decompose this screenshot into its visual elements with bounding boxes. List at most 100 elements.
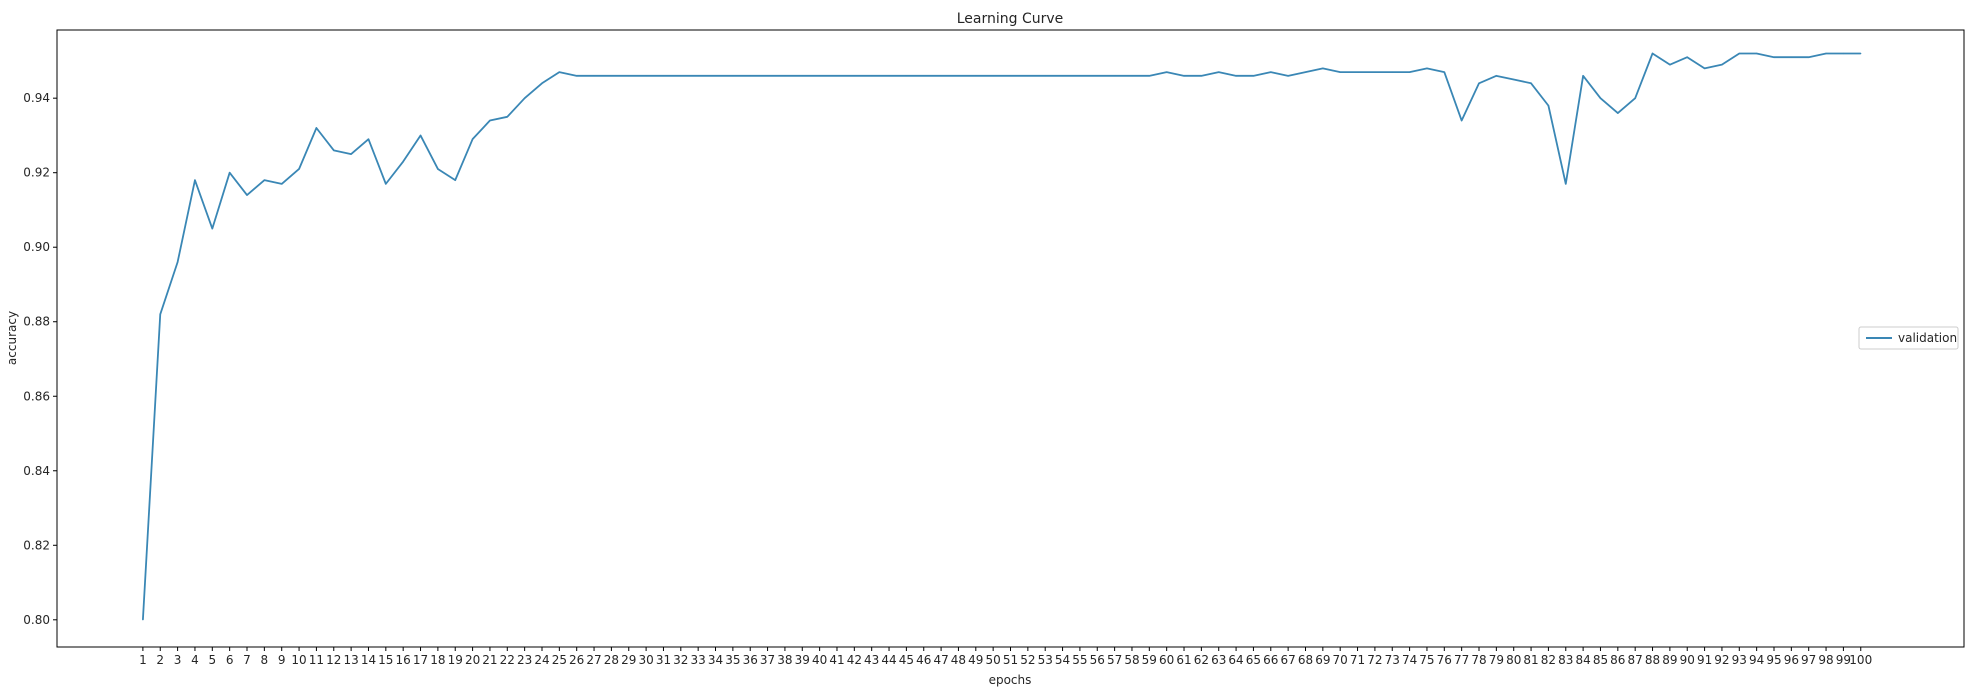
x-tick-label: 96 bbox=[1784, 653, 1799, 667]
data-point bbox=[211, 227, 213, 230]
data-point bbox=[680, 75, 682, 77]
data-point bbox=[714, 75, 717, 77]
y-tick-label: 0.84 bbox=[23, 464, 50, 478]
data-point bbox=[1009, 75, 1012, 77]
x-tick-label: 24 bbox=[534, 653, 549, 667]
data-point bbox=[1756, 52, 1758, 55]
data-point bbox=[576, 75, 578, 77]
data-point bbox=[194, 179, 196, 181]
x-tick-label: 84 bbox=[1575, 653, 1590, 667]
data-point bbox=[1374, 71, 1376, 73]
data-point bbox=[524, 97, 526, 99]
data-point bbox=[1322, 67, 1324, 69]
x-tick-label: 35 bbox=[725, 653, 740, 667]
x-tick-label: 66 bbox=[1263, 653, 1278, 667]
x-tick-label: 72 bbox=[1367, 653, 1382, 667]
x-tick-label: 13 bbox=[343, 653, 358, 667]
chart-title: Learning Curve bbox=[957, 11, 1064, 27]
y-tick-label: 0.94 bbox=[23, 91, 50, 105]
data-point bbox=[836, 75, 838, 77]
data-point bbox=[853, 75, 855, 77]
x-tick-label: 29 bbox=[621, 653, 636, 667]
x-tick-label: 10 bbox=[291, 653, 306, 667]
y-tick-label: 0.82 bbox=[23, 538, 50, 552]
x-tick-label: 15 bbox=[378, 653, 393, 667]
x-tick-label: 95 bbox=[1766, 653, 1781, 667]
y-tick-label: 0.90 bbox=[23, 240, 50, 254]
x-tick-label: 17 bbox=[413, 653, 428, 667]
x-tick-label: 73 bbox=[1385, 653, 1400, 667]
data-point bbox=[1218, 71, 1220, 73]
x-axis-label: epochs bbox=[989, 673, 1032, 687]
x-tick-label: 34 bbox=[708, 653, 723, 667]
x-tick-label: 91 bbox=[1697, 653, 1712, 667]
data-point bbox=[784, 75, 786, 77]
x-tick-label: 53 bbox=[1038, 653, 1053, 667]
data-point bbox=[1495, 75, 1497, 77]
x-tick-label: 92 bbox=[1714, 653, 1729, 667]
data-point bbox=[1304, 71, 1307, 73]
y-tick-label: 0.86 bbox=[23, 389, 50, 403]
data-point bbox=[1582, 75, 1584, 77]
data-point bbox=[1287, 75, 1289, 77]
data-point bbox=[610, 75, 613, 77]
data-point bbox=[1027, 75, 1029, 77]
data-point bbox=[1860, 52, 1862, 55]
data-point bbox=[367, 138, 370, 140]
data-point bbox=[1669, 64, 1671, 66]
data-point bbox=[1079, 75, 1081, 77]
x-tick-label: 1 bbox=[139, 653, 147, 667]
data-point bbox=[1842, 52, 1845, 55]
data-point bbox=[263, 179, 265, 181]
x-tick-label: 65 bbox=[1246, 653, 1261, 667]
x-tick-label: 39 bbox=[795, 653, 810, 667]
data-point bbox=[662, 75, 665, 77]
data-point bbox=[402, 160, 404, 163]
data-point bbox=[888, 75, 890, 77]
x-tick-label: 20 bbox=[465, 653, 480, 667]
data-point bbox=[1148, 75, 1150, 77]
x-tick-label: 26 bbox=[569, 653, 584, 667]
x-tick-label: 14 bbox=[361, 653, 376, 667]
x-tick-label: 89 bbox=[1662, 653, 1677, 667]
data-point bbox=[1044, 75, 1046, 77]
x-tick-label: 12 bbox=[326, 653, 341, 667]
x-tick-label: 33 bbox=[691, 653, 706, 667]
x-tick-label: 51 bbox=[1003, 653, 1018, 667]
x-axis-ticks: 1 2 3 4 5 6 7 8 9 10 11 12 13 14 15 16 17 18 19 20 21 22 23 24 2… bbox=[139, 647, 1872, 667]
x-tick-label: 7 bbox=[243, 653, 251, 667]
x-tick-label: 4 bbox=[191, 653, 199, 667]
x-tick-label: 87 bbox=[1628, 653, 1643, 667]
x-tick-label: 11 bbox=[309, 653, 324, 667]
x-tick-label: 25 bbox=[552, 653, 567, 667]
data-point bbox=[419, 134, 422, 137]
data-point bbox=[315, 127, 318, 129]
x-tick-label: 97 bbox=[1801, 653, 1816, 667]
data-point bbox=[1443, 71, 1445, 73]
data-point bbox=[333, 149, 335, 151]
x-tick-label: 88 bbox=[1645, 653, 1660, 667]
data-point bbox=[1513, 78, 1515, 81]
x-tick-label: 9 bbox=[278, 653, 286, 667]
data-point bbox=[732, 75, 734, 77]
data-point bbox=[1461, 119, 1463, 122]
x-tick-label: 38 bbox=[777, 653, 792, 667]
x-tick-label: 61 bbox=[1176, 653, 1191, 667]
x-tick-label: 71 bbox=[1350, 653, 1365, 667]
y-axis-label: accuracy bbox=[5, 311, 19, 365]
data-point bbox=[246, 194, 248, 196]
data-point bbox=[1235, 75, 1237, 77]
data-point bbox=[489, 119, 491, 122]
data-point bbox=[766, 75, 769, 77]
data-point bbox=[1651, 52, 1654, 55]
x-tick-label: 86 bbox=[1610, 653, 1625, 667]
y-tick-label: 0.92 bbox=[23, 166, 50, 180]
x-tick-label: 19 bbox=[448, 653, 463, 667]
data-point bbox=[229, 172, 231, 174]
data-point bbox=[1773, 56, 1775, 58]
data-point bbox=[1200, 75, 1202, 77]
data-point bbox=[159, 313, 161, 315]
x-tick-label: 76 bbox=[1437, 653, 1452, 667]
